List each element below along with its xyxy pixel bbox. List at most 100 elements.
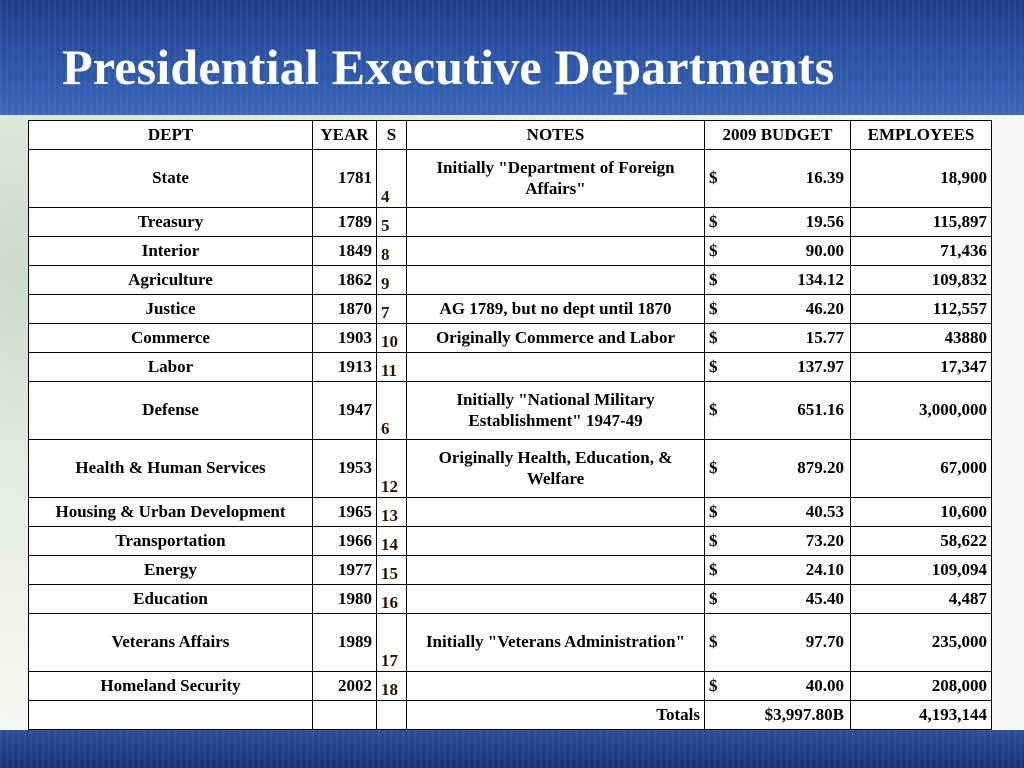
s-cell: 10 [376,323,407,353]
budget-amount: 19.56 [805,211,844,231]
budget-amount: 40.53 [805,501,844,521]
dept-name: Transportation [28,526,313,556]
table-row: Interior 1849 8 $90.00 71,436 [28,236,992,266]
year-cell: 1870 [312,294,377,324]
s-cell: 17 [376,613,407,672]
year-cell: 1903 [312,323,377,353]
budget-amount: 97.70 [805,632,844,652]
departments-table: DEPT YEAR S NOTES 2009 BUDGET EMPLOYEES … [28,120,992,730]
budget-amount: 90.00 [805,240,844,260]
budget-cell: $90.00 [704,236,851,266]
employees-cell: 208,000 [850,671,992,701]
notes-cell: AG 1789, but no dept until 1870 [406,294,705,324]
dept-name: Energy [28,555,313,585]
s-cell: 14 [376,526,407,556]
dept-name: Agriculture [28,265,313,295]
currency-symbol: $ [709,501,718,521]
notes-cell [406,497,705,527]
dept-name: Labor [28,352,313,382]
notes-cell [406,671,705,701]
table-row: Commerce 1903 10 Originally Commerce and La… [28,323,992,353]
employees-cell: 18,900 [850,149,992,208]
budget-cell: $16.39 [704,149,851,208]
totals-spacer [376,700,407,730]
s-cell: 7 [376,294,407,324]
s-cell: 8 [376,236,407,266]
dept-name: Veterans Affairs [28,613,313,672]
budget-cell: $879.20 [704,439,851,498]
table-row: Agriculture 1862 9 $134.12 109,832 [28,265,992,295]
year-cell: 1965 [312,497,377,527]
currency-symbol: $ [709,298,718,318]
employees-cell: 109,094 [850,555,992,585]
dept-name: Health & Human Services [28,439,313,498]
footer-band [0,730,1024,768]
s-cell: 5 [376,207,407,237]
header-employees: EMPLOYEES [850,120,992,150]
currency-symbol: $ [709,327,718,347]
dept-name: Defense [28,381,313,440]
title-band [0,0,1024,115]
budget-cell: $24.10 [704,555,851,585]
budget-cell: $73.20 [704,526,851,556]
dept-name: Interior [28,236,313,266]
year-cell: 1977 [312,555,377,585]
slide-title: Presidential Executive Departments [62,39,835,95]
currency-symbol: $ [709,400,718,420]
table-row: Treasury 1789 5 $19.56 115,897 [28,207,992,237]
table-row: Housing & Urban Development 1965 13 $40.53 1… [28,497,992,527]
notes-cell: Initially "National Military Establishme… [406,381,705,440]
budget-cell: $15.77 [704,323,851,353]
employees-cell: 17,347 [850,352,992,382]
budget-amount: 73.20 [805,530,844,550]
employees-cell: 115,897 [850,207,992,237]
year-cell: 1849 [312,236,377,266]
currency-symbol: $ [709,675,718,695]
header-s: S [376,120,407,150]
header-year: YEAR [312,120,377,150]
s-cell: 13 [376,497,407,527]
notes-cell [406,236,705,266]
currency-symbol: $ [709,458,718,478]
totals-label: Totals [406,700,705,730]
budget-amount: 879.20 [797,458,844,478]
s-cell: 12 [376,439,407,498]
budget-cell: $137.97 [704,352,851,382]
totals-budget: $3,997.80B [704,700,851,730]
budget-amount: 46.20 [805,298,844,318]
currency-symbol: $ [709,588,718,608]
employees-cell: 67,000 [850,439,992,498]
s-cell: 16 [376,584,407,614]
employees-cell: 71,436 [850,236,992,266]
totals-spacer [312,700,377,730]
employees-cell: 58,622 [850,526,992,556]
year-cell: 1989 [312,613,377,672]
table-row: Transportation 1966 14 $73.20 58,622 [28,526,992,556]
budget-cell: $40.00 [704,671,851,701]
notes-cell [406,526,705,556]
year-cell: 1862 [312,265,377,295]
year-cell: 1966 [312,526,377,556]
year-cell: 1953 [312,439,377,498]
currency-symbol: $ [709,269,718,289]
employees-cell: 10,600 [850,497,992,527]
notes-cell: Initially "Department of Foreign Affairs… [406,149,705,208]
notes-cell: Originally Commerce and Labor [406,323,705,353]
s-cell: 4 [376,149,407,208]
table-row: Energy 1977 15 $24.10 109,094 [28,555,992,585]
year-cell: 1913 [312,352,377,382]
budget-amount: 15.77 [805,327,844,347]
header-notes: NOTES [406,120,705,150]
table-row: Justice 1870 7 AG 1789, but no dept until 1… [28,294,992,324]
table-row: State 1781 4 Initially "Department of Forei… [28,149,992,208]
budget-amount: 40.00 [805,675,844,695]
s-cell: 11 [376,352,407,382]
employees-cell: 112,557 [850,294,992,324]
notes-cell [406,352,705,382]
table-row: Health & Human Services 1953 12 Originally … [28,439,992,498]
employees-cell: 4,487 [850,584,992,614]
currency-symbol: $ [709,530,718,550]
year-cell: 1980 [312,584,377,614]
dept-name: Justice [28,294,313,324]
notes-cell: Initially "Veterans Administration" [406,613,705,672]
